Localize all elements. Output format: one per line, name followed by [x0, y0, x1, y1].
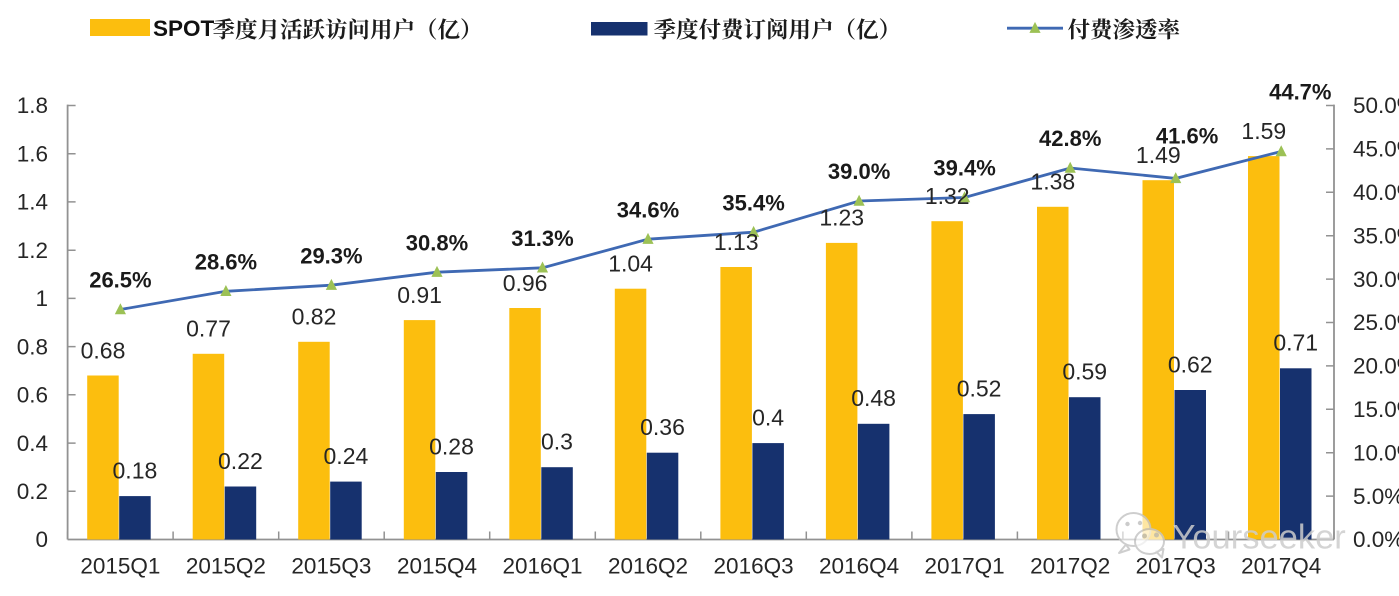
svg-text:0.18: 0.18 [113, 457, 158, 483]
svg-text:5.0%: 5.0% [1353, 484, 1399, 509]
svg-text:30.0%: 30.0% [1353, 267, 1399, 292]
svg-text:42.8%: 42.8% [1039, 126, 1101, 151]
svg-text:0.36: 0.36 [640, 414, 685, 440]
svg-text:0.22: 0.22 [218, 448, 263, 474]
svg-text:1.4: 1.4 [17, 190, 48, 215]
svg-text:0.24: 0.24 [324, 443, 369, 469]
svg-text:0.82: 0.82 [292, 304, 337, 330]
svg-text:26.5%: 26.5% [89, 268, 151, 293]
svg-text:35.0%: 35.0% [1353, 223, 1399, 248]
svg-text:0.48: 0.48 [851, 385, 896, 411]
svg-text:1.2: 1.2 [17, 238, 48, 263]
svg-text:44.7%: 44.7% [1269, 80, 1331, 105]
svg-text:29.3%: 29.3% [300, 243, 362, 268]
svg-text:Yourseeker: Yourseeker [1173, 519, 1346, 557]
svg-text:1.59: 1.59 [1241, 118, 1286, 144]
svg-text:39.4%: 39.4% [933, 156, 995, 181]
svg-text:0.8: 0.8 [17, 334, 48, 359]
svg-text:2015Q4: 2015Q4 [397, 553, 477, 578]
svg-text:50.0%: 50.0% [1353, 93, 1399, 118]
svg-text:1.8: 1.8 [17, 93, 48, 118]
svg-text:28.6%: 28.6% [195, 250, 257, 275]
svg-text:1.13: 1.13 [714, 229, 759, 255]
svg-text:0.0%: 0.0% [1353, 527, 1399, 552]
svg-text:0.28: 0.28 [429, 433, 474, 459]
svg-text:10.0%: 10.0% [1353, 440, 1399, 465]
svg-text:2015Q1: 2015Q1 [80, 553, 160, 578]
svg-text:2016Q2: 2016Q2 [608, 553, 688, 578]
svg-text:0.62: 0.62 [1168, 351, 1213, 377]
svg-text:1.38: 1.38 [1030, 169, 1075, 195]
svg-text:1.04: 1.04 [608, 251, 653, 277]
svg-text:0.71: 0.71 [1273, 330, 1318, 356]
svg-text:0.77: 0.77 [186, 316, 231, 342]
svg-text:0.2: 0.2 [17, 479, 48, 504]
svg-text:2016Q3: 2016Q3 [714, 553, 794, 578]
svg-text:1: 1 [35, 286, 48, 311]
svg-text:0: 0 [35, 527, 48, 552]
svg-text:0.59: 0.59 [1062, 359, 1107, 385]
svg-text:41.6%: 41.6% [1156, 124, 1218, 149]
svg-text:31.3%: 31.3% [511, 226, 573, 251]
svg-text:1.6: 1.6 [17, 141, 48, 166]
svg-text:39.0%: 39.0% [828, 159, 890, 184]
svg-text:1.32: 1.32 [925, 183, 970, 209]
svg-text:35.4%: 35.4% [722, 190, 784, 215]
svg-text:0.4: 0.4 [17, 431, 48, 456]
svg-text:25.0%: 25.0% [1353, 310, 1399, 335]
svg-text:34.6%: 34.6% [617, 197, 679, 222]
svg-text:2017Q2: 2017Q2 [1030, 553, 1110, 578]
svg-text:0.52: 0.52 [957, 375, 1002, 401]
svg-text:45.0%: 45.0% [1353, 137, 1399, 162]
svg-text:40.0%: 40.0% [1353, 180, 1399, 205]
svg-text:1.23: 1.23 [819, 205, 864, 231]
svg-text:20.0%: 20.0% [1353, 354, 1399, 379]
svg-text:2015Q2: 2015Q2 [186, 553, 266, 578]
svg-text:15.0%: 15.0% [1353, 397, 1399, 422]
svg-text:0.3: 0.3 [541, 429, 573, 455]
svg-text:0.68: 0.68 [81, 337, 126, 363]
svg-text:1.49: 1.49 [1136, 142, 1181, 168]
svg-text:2017Q1: 2017Q1 [925, 553, 1005, 578]
svg-text:2017Q4: 2017Q4 [1241, 553, 1321, 578]
svg-text:2016Q4: 2016Q4 [819, 553, 899, 578]
svg-text:2015Q3: 2015Q3 [291, 553, 371, 578]
svg-text:0.4: 0.4 [752, 404, 784, 430]
svg-text:0.6: 0.6 [17, 383, 48, 408]
svg-text:SPOT: SPOT [153, 16, 215, 41]
svg-text:0.96: 0.96 [503, 270, 548, 296]
svg-text:0.91: 0.91 [397, 282, 442, 308]
svg-text:30.8%: 30.8% [406, 230, 468, 255]
svg-text:2017Q3: 2017Q3 [1136, 553, 1216, 578]
svg-text:2016Q1: 2016Q1 [502, 553, 582, 578]
